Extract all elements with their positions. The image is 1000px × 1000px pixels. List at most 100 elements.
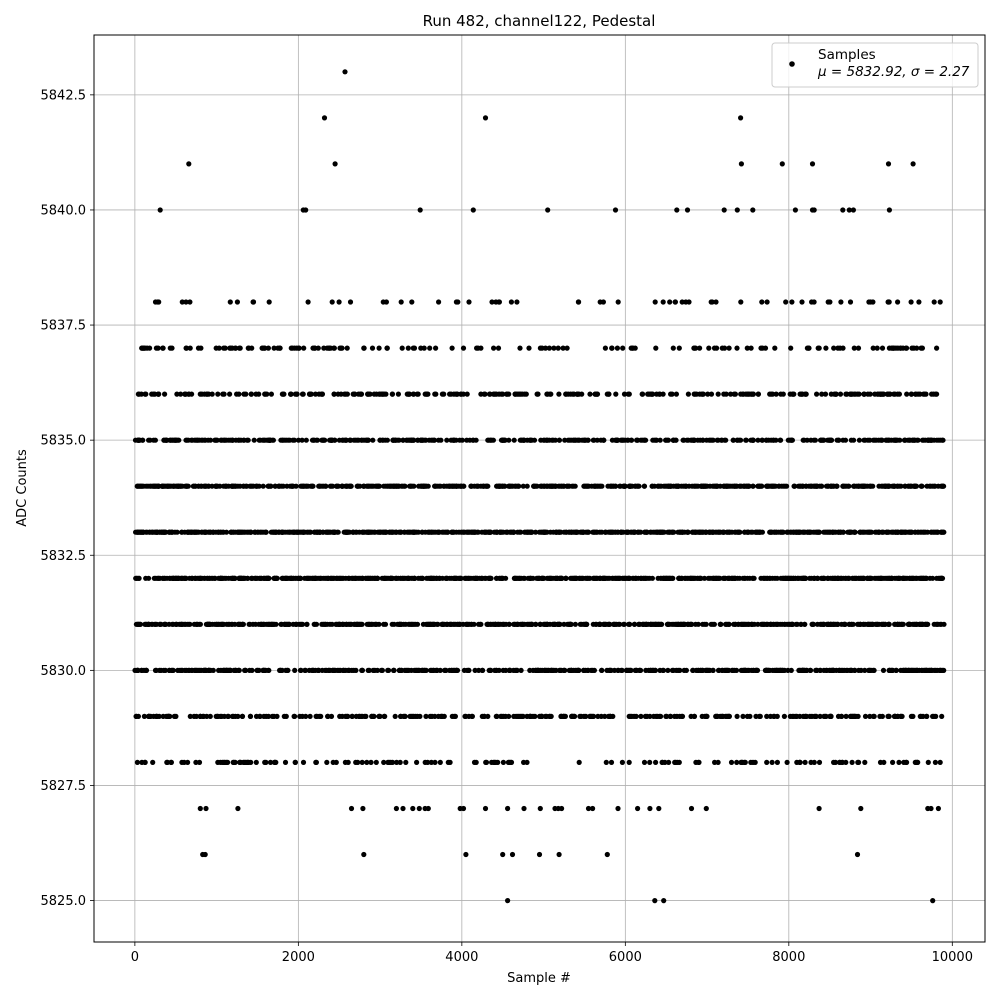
data-point xyxy=(428,759,434,766)
data-point xyxy=(685,391,692,397)
data-point xyxy=(934,391,940,397)
data-point xyxy=(257,713,263,720)
data-point xyxy=(514,299,520,305)
data-point xyxy=(289,483,295,489)
data-point xyxy=(268,391,274,397)
data-point xyxy=(295,437,302,443)
data-point xyxy=(938,621,944,627)
data-point xyxy=(664,713,670,720)
data-point xyxy=(329,299,335,305)
data-point xyxy=(346,575,352,581)
data-point xyxy=(143,483,149,489)
data-point xyxy=(417,207,423,213)
data-point xyxy=(460,391,466,397)
data-point xyxy=(834,437,840,443)
data-point xyxy=(329,621,335,627)
data-point xyxy=(388,575,394,581)
data-point xyxy=(193,575,199,581)
data-point xyxy=(361,483,367,489)
data-point xyxy=(833,391,839,397)
data-point xyxy=(509,851,516,858)
data-point xyxy=(292,667,298,674)
data-point xyxy=(232,621,238,627)
data-point xyxy=(300,621,306,627)
data-point xyxy=(424,391,430,397)
data-point xyxy=(369,713,375,720)
data-point xyxy=(411,345,418,351)
data-point xyxy=(379,575,385,581)
data-point xyxy=(576,759,582,766)
data-point xyxy=(394,759,400,766)
data-point xyxy=(324,759,330,766)
data-point xyxy=(851,345,857,351)
data-point xyxy=(597,575,603,581)
data-point xyxy=(912,391,919,397)
data-point xyxy=(831,759,837,766)
data-point xyxy=(218,437,224,443)
data-point xyxy=(670,345,676,351)
data-point xyxy=(626,575,633,581)
data-point xyxy=(294,391,300,397)
data-point xyxy=(449,483,455,489)
data-point xyxy=(816,759,823,766)
data-point xyxy=(545,207,551,213)
data-point xyxy=(259,345,265,351)
data-point xyxy=(896,575,902,581)
data-point xyxy=(342,759,348,766)
data-point xyxy=(332,667,338,674)
data-point xyxy=(773,529,779,535)
data-point xyxy=(847,713,854,720)
data-point xyxy=(353,713,359,720)
data-point xyxy=(678,621,684,627)
data-point xyxy=(912,667,918,674)
data-point xyxy=(307,713,313,720)
data-point xyxy=(240,759,246,766)
data-point xyxy=(763,621,770,627)
data-point xyxy=(691,437,697,443)
data-point xyxy=(160,713,166,720)
data-point xyxy=(880,483,886,489)
data-point xyxy=(607,575,613,581)
data-point xyxy=(498,713,504,720)
data-point xyxy=(843,713,849,720)
data-point xyxy=(740,391,746,397)
data-point xyxy=(898,529,905,535)
data-point xyxy=(451,575,457,581)
data-point xyxy=(812,575,818,581)
data-point xyxy=(321,483,327,489)
data-point xyxy=(712,529,719,535)
data-point xyxy=(597,621,603,627)
data-point xyxy=(400,575,406,581)
data-point xyxy=(475,345,481,351)
data-point xyxy=(929,391,935,397)
data-point xyxy=(713,483,720,489)
data-point xyxy=(544,621,551,627)
data-point xyxy=(203,805,209,812)
data-point xyxy=(493,667,500,674)
data-point xyxy=(767,713,774,720)
data-point xyxy=(406,391,412,397)
data-point xyxy=(507,667,513,674)
data-point xyxy=(206,575,212,581)
data-point xyxy=(545,437,551,443)
data-point xyxy=(279,437,285,443)
data-point xyxy=(750,391,757,397)
data-point xyxy=(328,345,334,351)
data-point xyxy=(799,299,805,305)
data-point xyxy=(355,575,361,581)
data-point xyxy=(939,483,945,489)
data-point xyxy=(922,621,928,627)
data-point xyxy=(648,621,654,627)
data-point xyxy=(817,713,823,720)
data-point xyxy=(836,529,842,535)
data-point xyxy=(764,437,770,443)
y-axis-ticks: 5825.05827.55830.05832.55835.05837.55840… xyxy=(41,88,94,909)
data-point xyxy=(709,299,715,305)
data-point xyxy=(609,345,615,351)
data-point xyxy=(255,667,261,674)
data-point xyxy=(591,437,597,443)
data-point xyxy=(787,621,793,627)
data-point xyxy=(670,437,677,443)
data-point xyxy=(179,299,185,305)
data-point xyxy=(759,345,766,351)
